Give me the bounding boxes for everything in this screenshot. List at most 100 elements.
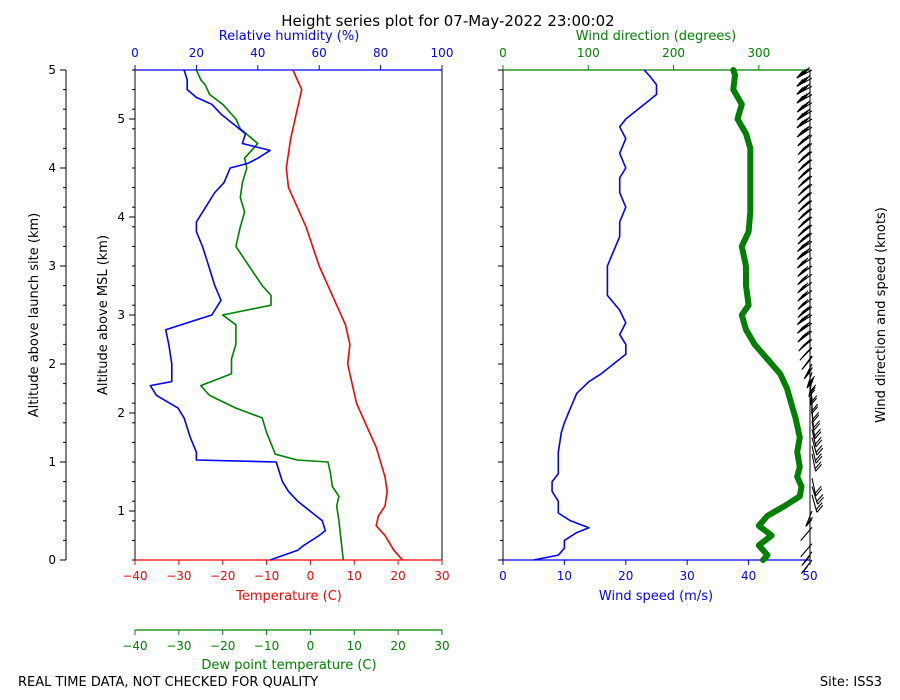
- humidity-tick-label: 80: [373, 46, 388, 60]
- wind-barb: [797, 231, 813, 245]
- temperature-tick-label: 0: [307, 569, 315, 583]
- dewpoint-tick-label: −30: [166, 639, 191, 653]
- launch-altitude-tick-label: 5: [48, 63, 56, 77]
- msl-altitude-tick-label: 3: [117, 308, 125, 322]
- wind-barb: [796, 100, 813, 113]
- wind-barb: [811, 437, 824, 456]
- wind-barb: [801, 551, 813, 567]
- wind-barb: [797, 183, 813, 197]
- launch-altitude-tick-label: 4: [48, 161, 56, 175]
- temperature-tick-label: −30: [166, 569, 191, 583]
- wind-barb: [811, 429, 823, 448]
- wind-panel-frame: [502, 69, 811, 561]
- wind-direction-tick-label: 100: [577, 46, 600, 60]
- temperature-line: [285, 69, 404, 561]
- humidity-axis-label: Relative humidity (%): [219, 29, 360, 44]
- temperature-tick-label: 10: [347, 569, 362, 583]
- wind-barb: [811, 396, 819, 414]
- wind-direction-line: [730, 67, 805, 563]
- wind-barb: [797, 199, 813, 213]
- launch-altitude-tick-label: 1: [48, 455, 56, 469]
- wind-barb: [811, 494, 824, 513]
- dewpoint-tick-label: −20: [210, 639, 235, 653]
- wind-direction-tick-label: 300: [747, 46, 770, 60]
- temperature-tick-label: −10: [254, 569, 279, 583]
- wind-barb: [801, 355, 813, 371]
- wind-speed-tick-label: 30: [680, 569, 695, 583]
- wind-speed-tick-label: 40: [741, 569, 756, 583]
- wind-barb: [797, 215, 813, 229]
- launch-altitude-tick-label: 2: [48, 357, 56, 371]
- wind-barb: [797, 273, 813, 286]
- wind-barb: [797, 290, 813, 302]
- dewpoint-line: [195, 69, 345, 561]
- wind-speed-tick-label: 10: [557, 569, 572, 583]
- wind-barb: [808, 380, 817, 398]
- dewpoint-tick-label: −10: [254, 639, 279, 653]
- wind-speed-tick-label: 50: [802, 569, 817, 583]
- thermo-panel-frame: [134, 69, 443, 561]
- wind-barb: [796, 125, 813, 138]
- temperature-tick-label: −40: [122, 569, 147, 583]
- launch-altitude-tick-label: 3: [48, 259, 56, 273]
- wind-barbs-label: Wind direction and speed (knots): [874, 207, 889, 423]
- wind-barb: [797, 133, 813, 147]
- launch-altitude-label: Altitude above launch site (km): [27, 213, 42, 417]
- wind-barb: [797, 329, 813, 343]
- wind-barb: [796, 116, 813, 129]
- wind-barb: [796, 257, 813, 269]
- wind-barb: [796, 247, 813, 260]
- wind-barb: [797, 150, 813, 164]
- wind-speed-line: [533, 69, 658, 561]
- wind-speed-axis-label: Wind speed (m/s): [599, 589, 713, 604]
- wind-barb: [797, 305, 813, 319]
- msl-altitude-label: Altitude above MSL (km): [96, 235, 111, 395]
- wind-barb: [796, 83, 813, 95]
- wind-barb: [803, 363, 813, 380]
- wind-barb: [797, 265, 813, 277]
- wind-barb: [797, 158, 813, 172]
- msl-altitude-tick-label: 2: [117, 406, 125, 420]
- wind-barb: [797, 281, 813, 294]
- wind-barbs: [796, 67, 825, 574]
- wind-barb: [798, 338, 813, 352]
- wind-barb: [796, 321, 813, 334]
- wind-barb: [797, 223, 813, 237]
- wind-barb: [797, 166, 813, 180]
- wind-barb: [806, 372, 815, 389]
- msl-altitude-tick-label: 4: [117, 210, 125, 224]
- wind-barb: [797, 191, 813, 205]
- humidity-tick-label: 40: [250, 46, 265, 60]
- dewpoint-axis-label: Dew point temperature (C): [201, 658, 376, 673]
- temperature-tick-label: 30: [434, 569, 449, 583]
- wind-barb: [799, 347, 813, 361]
- wind-barb: [811, 478, 823, 497]
- dewpoint-tick-label: 30: [434, 639, 449, 653]
- wind-barb: [797, 175, 813, 188]
- msl-altitude-tick-label: 5: [117, 112, 125, 126]
- humidity-tick-label: 100: [431, 46, 454, 60]
- wind-barb: [811, 453, 823, 472]
- temperature-tick-label: −20: [210, 569, 235, 583]
- wind-barb: [805, 510, 814, 527]
- wind-barb: [811, 445, 823, 464]
- wind-barb: [796, 91, 813, 104]
- msl-altitude-tick-label: 1: [117, 504, 125, 518]
- wind-barb: [796, 312, 813, 326]
- wind-barb: [800, 543, 813, 558]
- wind-speed-tick-label: 20: [618, 569, 633, 583]
- temperature-axis-label: Temperature (C): [235, 589, 342, 604]
- dewpoint-tick-label: 20: [391, 639, 406, 653]
- humidity-tick-label: 20: [189, 46, 204, 60]
- footer-note: REAL TIME DATA, NOT CHECKED FOR QUALITY: [18, 675, 318, 690]
- wind-barb: [796, 67, 813, 79]
- wind-barb: [796, 239, 813, 253]
- humidity-tick-label: 60: [312, 46, 327, 60]
- wind-barb: [797, 142, 813, 156]
- wind-barb: [796, 108, 813, 121]
- temperature-tick-label: 20: [391, 569, 406, 583]
- wind-barb: [800, 559, 813, 574]
- site-label: Site: ISS3: [820, 675, 882, 690]
- wind-barb: [811, 486, 825, 505]
